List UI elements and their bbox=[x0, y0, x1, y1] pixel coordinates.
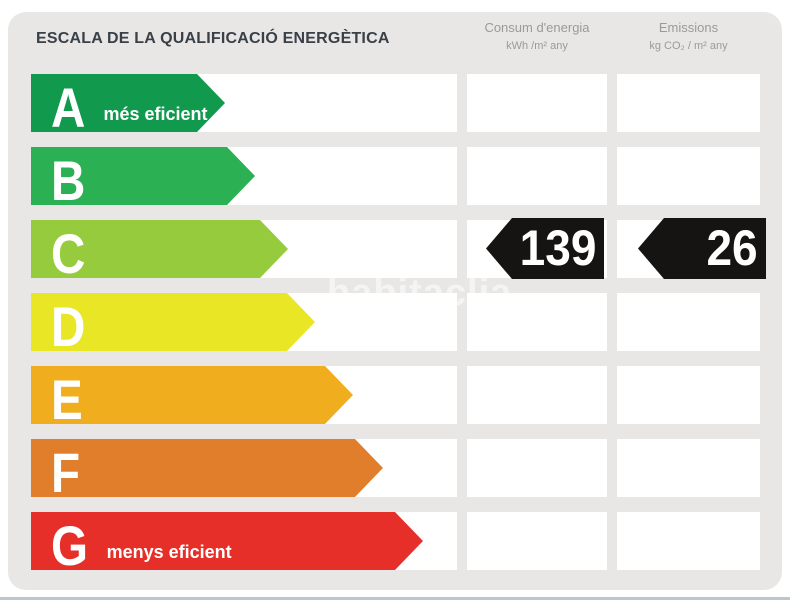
rating-bar: G menys eficient bbox=[31, 512, 423, 570]
rating-note: menys eficient bbox=[106, 542, 232, 562]
rating-bar: F bbox=[31, 439, 383, 497]
rating-letter: F bbox=[51, 441, 81, 504]
consum-cell bbox=[467, 293, 607, 351]
rating-bar: D bbox=[31, 293, 315, 351]
rating-letter: B bbox=[51, 149, 86, 212]
emissions-column-header: Emissions kg CO₂ / m² any bbox=[617, 20, 760, 53]
rating-row-a: A més eficient bbox=[0, 74, 790, 132]
rating-letter: C bbox=[51, 222, 86, 285]
rating-row-g: G menys eficient bbox=[0, 512, 790, 570]
consum-value-badge: 139 bbox=[486, 218, 604, 279]
consum-cell bbox=[467, 512, 607, 570]
emissions-value-badge: 26 bbox=[638, 218, 766, 279]
consum-header-line2: kWh /m² any bbox=[506, 40, 568, 52]
consum-value: 139 bbox=[519, 220, 596, 276]
rating-letter: E bbox=[51, 368, 83, 431]
rating-row-b: B bbox=[0, 147, 790, 205]
consum-cell bbox=[467, 366, 607, 424]
emissions-cell bbox=[617, 439, 760, 497]
emissions-cell bbox=[617, 74, 760, 132]
rating-bar: C bbox=[31, 220, 288, 278]
rating-row-e: E bbox=[0, 366, 790, 424]
emissions-cell bbox=[617, 293, 760, 351]
consum-header-line1: Consum d'energia bbox=[484, 20, 590, 35]
rating-bar: A més eficient bbox=[31, 74, 225, 132]
emissions-header-line1: Emissions bbox=[658, 20, 719, 35]
rating-letter: A bbox=[51, 76, 86, 139]
rating-letter: G bbox=[51, 514, 89, 577]
bottom-border-line bbox=[0, 597, 790, 600]
rating-row-c: 139 26 C bbox=[0, 218, 790, 279]
emissions-value: 26 bbox=[706, 220, 758, 276]
emissions-header-line2: kg CO₂ / m² any bbox=[649, 40, 728, 52]
consum-cell bbox=[467, 147, 607, 205]
emissions-cell bbox=[617, 147, 760, 205]
consum-cell bbox=[467, 439, 607, 497]
consum-cell: 139 bbox=[467, 218, 607, 279]
rating-note: més eficient bbox=[103, 104, 208, 124]
rating-letter: D bbox=[51, 295, 86, 358]
rating-bar: E bbox=[31, 366, 353, 424]
page-title: ESCALA DE LA QUALIFICACIÓ ENERGÈTICA bbox=[36, 30, 390, 47]
rating-row-f: F bbox=[0, 439, 790, 497]
consum-cell bbox=[467, 74, 607, 132]
rating-row-d: D bbox=[0, 293, 790, 351]
consum-column-header: Consum d'energia kWh /m² any bbox=[467, 20, 607, 53]
emissions-cell: 26 bbox=[617, 218, 766, 279]
rating-bar: B bbox=[31, 147, 255, 205]
emissions-cell bbox=[617, 366, 760, 424]
emissions-cell bbox=[617, 512, 760, 570]
